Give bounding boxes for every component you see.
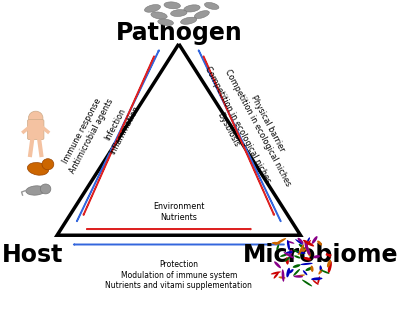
Ellipse shape bbox=[328, 261, 332, 273]
Ellipse shape bbox=[164, 2, 180, 9]
Ellipse shape bbox=[282, 269, 284, 282]
Text: Immune response
Antimicrobial agents: Immune response Antimicrobial agents bbox=[58, 92, 115, 175]
Ellipse shape bbox=[306, 245, 311, 257]
Ellipse shape bbox=[318, 269, 323, 275]
Ellipse shape bbox=[299, 244, 304, 254]
Circle shape bbox=[28, 111, 43, 125]
Ellipse shape bbox=[311, 277, 322, 280]
Ellipse shape bbox=[275, 238, 286, 245]
Ellipse shape bbox=[321, 270, 330, 274]
Text: Infection
Inflammation: Infection Inflammation bbox=[98, 99, 141, 156]
Ellipse shape bbox=[299, 244, 305, 249]
Ellipse shape bbox=[306, 267, 313, 271]
Ellipse shape bbox=[303, 240, 314, 246]
Ellipse shape bbox=[304, 257, 311, 260]
Ellipse shape bbox=[294, 255, 301, 259]
Ellipse shape bbox=[170, 10, 187, 16]
Ellipse shape bbox=[286, 251, 293, 254]
Ellipse shape bbox=[289, 269, 294, 273]
Ellipse shape bbox=[312, 280, 318, 285]
Ellipse shape bbox=[184, 5, 200, 12]
Ellipse shape bbox=[304, 241, 309, 253]
Ellipse shape bbox=[304, 240, 311, 249]
Text: Host: Host bbox=[2, 243, 63, 267]
Ellipse shape bbox=[287, 240, 290, 250]
Ellipse shape bbox=[151, 12, 167, 19]
Text: Environment
Nutrients: Environment Nutrients bbox=[153, 202, 204, 222]
Ellipse shape bbox=[286, 257, 289, 265]
Ellipse shape bbox=[204, 2, 219, 9]
Ellipse shape bbox=[310, 266, 314, 272]
Ellipse shape bbox=[28, 162, 49, 175]
Ellipse shape bbox=[293, 250, 302, 255]
Ellipse shape bbox=[298, 248, 306, 255]
Ellipse shape bbox=[289, 250, 292, 255]
Ellipse shape bbox=[298, 238, 304, 244]
Text: Protection
Modulation of immune system
Nutrients and vitami supplementation: Protection Modulation of immune system N… bbox=[105, 260, 252, 290]
Ellipse shape bbox=[307, 250, 310, 255]
Ellipse shape bbox=[317, 276, 320, 284]
Ellipse shape bbox=[326, 254, 332, 256]
Ellipse shape bbox=[293, 264, 300, 268]
Ellipse shape bbox=[272, 242, 280, 245]
Ellipse shape bbox=[180, 17, 197, 24]
FancyBboxPatch shape bbox=[28, 120, 44, 140]
Circle shape bbox=[40, 184, 51, 194]
Ellipse shape bbox=[303, 270, 307, 275]
Text: Pathogen: Pathogen bbox=[116, 21, 242, 45]
Text: Microbiome: Microbiome bbox=[242, 243, 398, 267]
Ellipse shape bbox=[280, 254, 288, 257]
Ellipse shape bbox=[307, 237, 310, 242]
Ellipse shape bbox=[26, 186, 46, 195]
Ellipse shape bbox=[278, 277, 286, 279]
Circle shape bbox=[42, 159, 54, 170]
Ellipse shape bbox=[271, 271, 281, 274]
Ellipse shape bbox=[158, 19, 174, 25]
Text: Physical barrier
Competition in ecological niches: Physical barrier Competition in ecologic… bbox=[223, 63, 302, 188]
Ellipse shape bbox=[144, 5, 160, 12]
Ellipse shape bbox=[294, 275, 303, 278]
Ellipse shape bbox=[274, 261, 281, 268]
Ellipse shape bbox=[295, 239, 303, 245]
Ellipse shape bbox=[317, 241, 322, 246]
Ellipse shape bbox=[320, 265, 322, 272]
Ellipse shape bbox=[313, 255, 320, 258]
Ellipse shape bbox=[297, 274, 305, 277]
Ellipse shape bbox=[276, 245, 279, 250]
Ellipse shape bbox=[312, 236, 318, 244]
Ellipse shape bbox=[300, 263, 313, 265]
Ellipse shape bbox=[298, 251, 306, 254]
Ellipse shape bbox=[302, 280, 312, 286]
Ellipse shape bbox=[274, 272, 279, 279]
Ellipse shape bbox=[293, 269, 300, 276]
Ellipse shape bbox=[284, 252, 294, 259]
Ellipse shape bbox=[286, 268, 290, 277]
Ellipse shape bbox=[326, 253, 331, 258]
Ellipse shape bbox=[285, 256, 291, 262]
Ellipse shape bbox=[327, 259, 331, 268]
Ellipse shape bbox=[194, 11, 209, 19]
Ellipse shape bbox=[287, 241, 294, 244]
Text: Competition in ecological niches
Dysbiosis: Competition in ecological niches Dysbios… bbox=[194, 65, 272, 190]
